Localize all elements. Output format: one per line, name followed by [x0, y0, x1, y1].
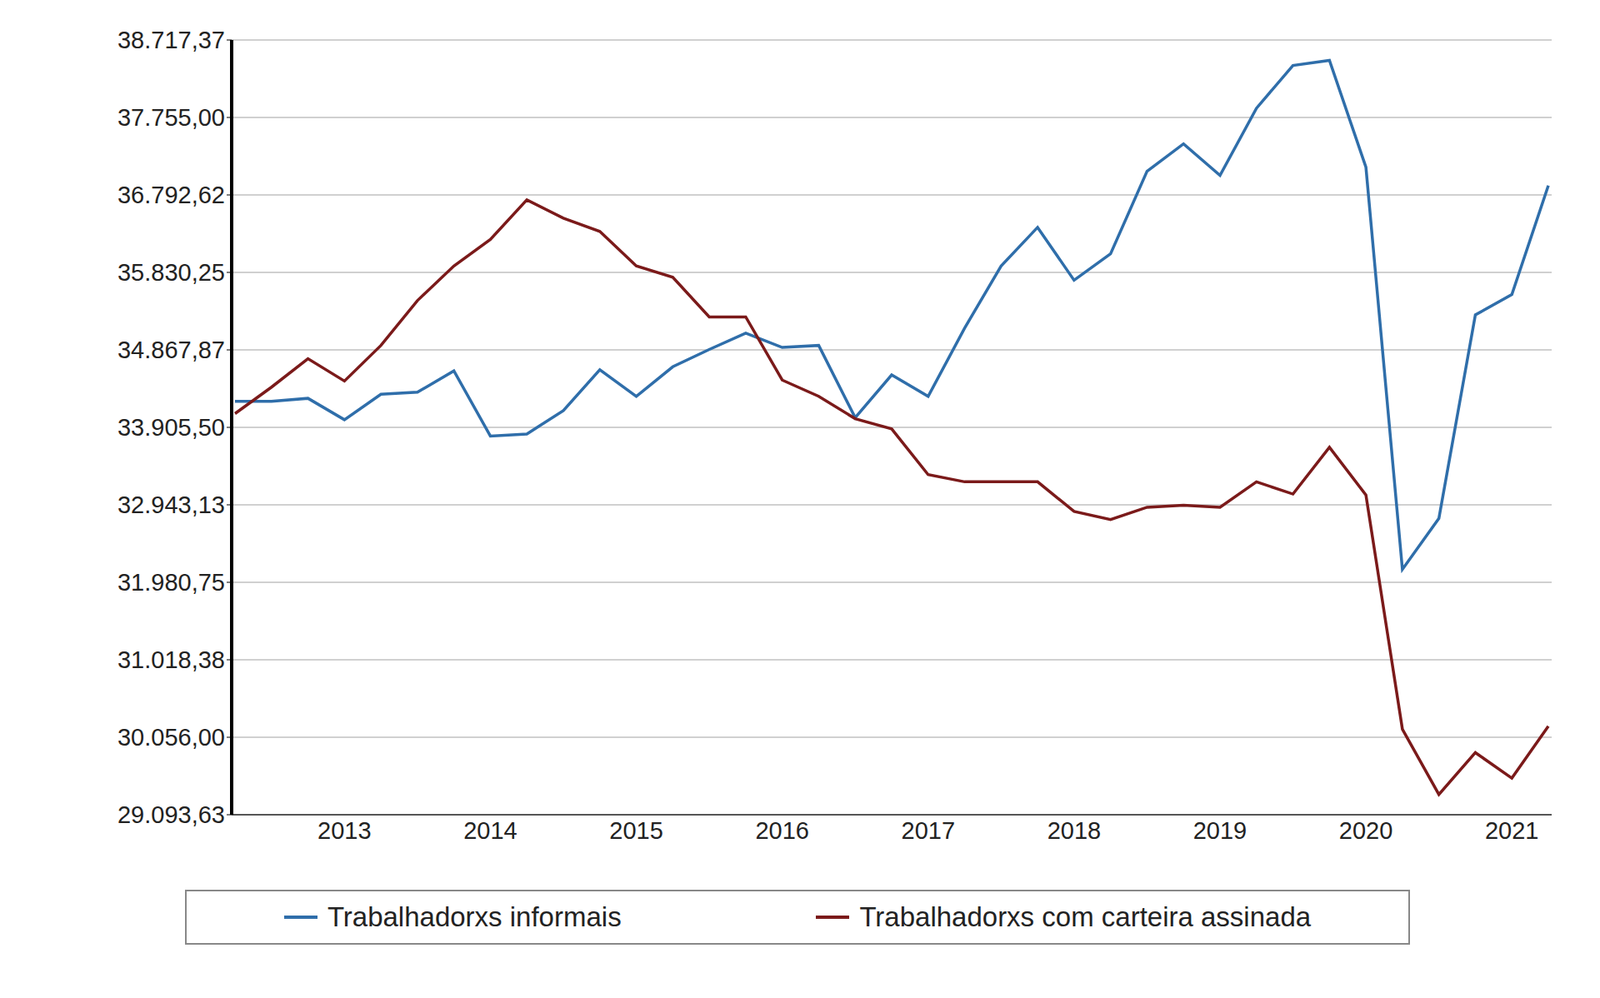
- html-text:Trabalhadorxs informais: Trabalhadorxs informais: [327, 901, 622, 933]
- svg-text:31.980,75: 31.980,75: [117, 569, 225, 596]
- svg-text:2014: 2014: [463, 817, 518, 845]
- svg-text:29.093,63: 29.093,63: [117, 801, 225, 829]
- svg-text:32.943,13: 32.943,13: [117, 491, 225, 519]
- svg-text:2018: 2018: [1047, 817, 1102, 845]
- svg-text:2019: 2019: [1193, 817, 1248, 845]
- svg-text:36.792,62: 36.792,62: [117, 181, 225, 209]
- svg-text:34.867,87: 34.867,87: [117, 336, 225, 364]
- svg-text:33.905,50: 33.905,50: [117, 414, 225, 441]
- svg-text:37.755,00: 37.755,00: [117, 104, 225, 131]
- svg-text:2020: 2020: [1339, 817, 1394, 845]
- html-text:Trabalhadorxs com carteira ass: Trabalhadorxs com carteira assinada: [859, 901, 1311, 933]
- svg-text:2017: 2017: [901, 817, 956, 845]
- svg-text:2015: 2015: [609, 817, 664, 845]
- svg-text:2013: 2013: [317, 817, 372, 845]
- svg-text:38.717,37: 38.717,37: [117, 26, 225, 54]
- svg-text:30.056,00: 30.056,00: [117, 724, 225, 751]
- svg-text:2016: 2016: [755, 817, 810, 845]
- svg-text:31.018,38: 31.018,38: [117, 646, 225, 674]
- svg-text:2021: 2021: [1485, 817, 1540, 845]
- svg-text:35.830,25: 35.830,25: [117, 259, 225, 286]
